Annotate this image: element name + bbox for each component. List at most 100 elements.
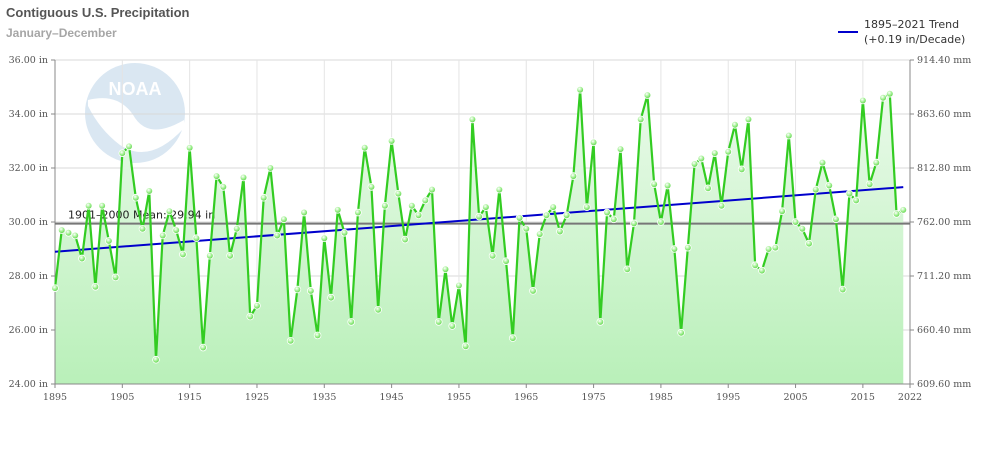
y-tick-label-right: 660.40 mm [917,325,971,336]
y-tick-label-left: 36.00 in [9,55,48,66]
data-point [859,96,867,105]
data-point [684,243,692,252]
data-point [549,203,557,211]
data-point [785,131,793,140]
data-point [212,172,221,180]
data-point [206,251,214,260]
data-point [892,210,901,218]
data-point [253,301,261,310]
data-point [515,214,524,222]
data-point [724,148,733,156]
data-point [259,193,268,202]
x-tick-label: 2015 [851,392,875,403]
data-point [596,318,605,326]
data-point [670,245,679,253]
x-tick-label: 1955 [447,392,471,403]
data-point [650,180,658,189]
data-point [589,138,598,147]
data-point [125,142,133,151]
data-point [340,229,349,237]
data-point [529,287,537,295]
data-point [394,189,403,198]
data-point [791,218,800,226]
data-point [387,137,396,145]
data-point [838,285,847,294]
data-point [71,231,79,240]
data-point [677,328,685,337]
data-point [172,226,180,234]
data-point [744,115,753,124]
y-tick-label-left: 32.00 in [9,163,48,174]
data-point [219,183,228,191]
data-point [737,165,746,174]
data-point [51,284,59,292]
data-point [488,251,497,260]
data-point [562,211,571,220]
data-point [482,203,490,211]
data-point [414,211,423,220]
y-tick-label-left: 30.00 in [9,217,48,228]
data-point [145,187,154,195]
data-point [778,207,786,216]
data-point [704,184,712,193]
data-point [84,202,93,210]
data-point [616,145,625,153]
data-point [899,206,908,214]
x-tick-label: 1945 [380,392,404,403]
data-point [805,239,813,248]
data-point [872,158,881,167]
data-point [576,85,584,94]
data-point [64,229,73,237]
data-point [852,196,860,205]
data-point [636,115,645,124]
data-point [179,250,187,259]
data-point [879,94,887,102]
data-point [798,224,807,233]
data-point [226,251,234,260]
data-point [192,234,201,243]
data-point [118,149,127,157]
noaa-logo: NOAA [85,63,185,163]
svg-text:NOAA: NOAA [109,79,162,99]
data-point [508,334,517,342]
data-point [105,237,113,245]
data-point [374,305,382,314]
data-point [461,342,470,351]
data-point [663,181,672,190]
data-point [232,224,241,233]
data-point [421,196,430,205]
data-point [811,185,820,194]
data-point [609,215,618,224]
data-point [246,312,255,321]
data-point [347,318,356,326]
data-point [556,227,564,236]
data-point [333,206,342,214]
data-point [273,231,281,240]
data-point [495,185,504,194]
x-tick-label: 1965 [514,392,538,403]
data-point [764,245,773,253]
data-point [98,202,106,210]
data-point [307,287,315,295]
data-point [502,257,510,265]
data-point [165,207,174,216]
data-point [381,202,389,210]
x-tick-label: 2022 [898,392,922,403]
data-point [758,266,766,275]
data-point [401,235,409,244]
data-point [630,219,638,228]
x-tick-label: 1905 [110,392,134,403]
data-point [158,231,167,240]
chart-legend: 1895–2021 Trend (+0.19 in/Decade) [838,18,965,46]
y-tick-label-left: 26.00 in [9,325,48,336]
y-tick-label-left: 24.00 in [9,379,48,390]
data-point [434,318,443,326]
data-point [280,215,288,224]
data-point [603,208,611,217]
y-tick-label-right: 711.20 mm [917,271,971,282]
y-tick-label-right: 812.80 mm [917,163,971,174]
data-point [408,202,416,210]
data-point [535,230,544,238]
data-point [643,91,652,99]
data-point [367,183,376,191]
